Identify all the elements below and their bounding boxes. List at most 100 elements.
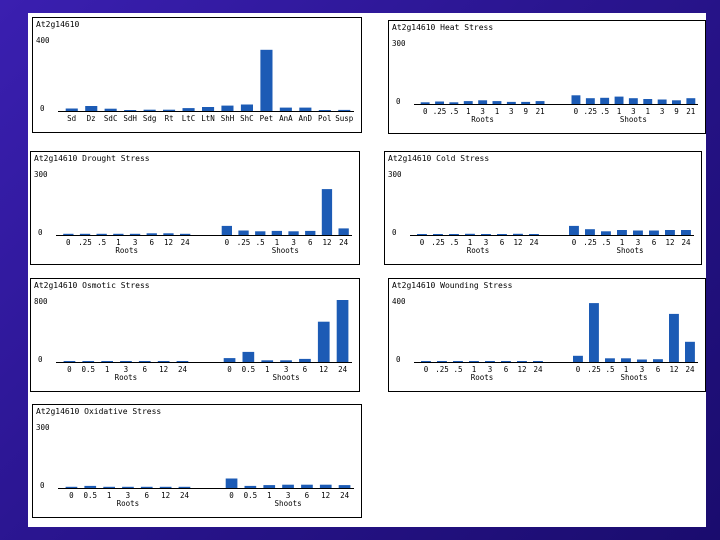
x-tick-label: 3 [291,238,296,247]
bar [449,234,459,235]
bar [280,360,292,362]
x-tick-label: Dz [87,114,96,123]
bar [85,106,98,111]
y-tick-max: 400 [392,297,406,306]
x-tick-label: .25 [435,365,449,374]
group-label: Roots [115,373,138,382]
x-tick-label: 3 [484,238,489,247]
x-tick-label: 24 [338,365,348,374]
bar [633,230,643,235]
x-tick-label: Pet [260,114,274,123]
y-tick-max: 300 [34,170,48,179]
y-tick-zero: 0 [396,97,401,106]
bar [321,189,333,235]
x-tick-label: 6 [145,491,150,500]
bar [665,230,675,235]
bar [202,107,215,111]
x-tick-label: 0 [227,365,232,374]
x-tick-label: 0 [574,107,579,116]
x-tick-label: 0.5 [84,491,98,500]
bar [178,486,191,488]
bar [465,233,475,235]
x-tick-label: 1 [645,107,650,116]
chart-title: At2g14610 Heat Stress [392,23,493,32]
bar [159,486,172,488]
bar [686,98,696,104]
x-tick-label: .5 [453,365,462,374]
bar [617,230,627,235]
bar [573,355,583,362]
bar [221,225,232,235]
bar [469,361,479,362]
bar [463,101,473,104]
chart-frame [30,278,360,392]
x-tick-label: 1 [620,238,625,247]
x-tick-label: 0 [225,238,230,247]
group-label: Shoots [273,373,300,382]
bar [176,361,189,362]
bar [65,486,78,488]
chart-panel-drought: At2g14610 Drought Stress 300 0 0 .25 .5 1 3 6 12 2… [30,151,360,265]
bar [82,361,95,362]
y-tick-zero: 0 [392,228,397,237]
bar [672,100,681,104]
x-tick-label: 24 [681,238,691,247]
bar [485,361,495,362]
bar [481,234,491,235]
x-tick-label: 3 [640,365,645,374]
x-tick-label: 12 [161,491,170,500]
x-tick-label: Sd [67,114,76,123]
x-tick-label: 0.5 [82,365,96,374]
bar [238,230,249,235]
bar [319,484,332,488]
x-tick-label: 6 [656,365,661,374]
x-tick-label: LtC [182,114,196,123]
bar [271,230,282,235]
bar [433,234,443,235]
x-tick-label: 24 [181,238,191,247]
y-tick-zero: 0 [396,355,401,364]
group-label: Roots [471,373,494,382]
bar [120,361,132,362]
x-tick-label: 3 [286,491,291,500]
x-tick-label: .25 [237,238,251,247]
bar [643,99,653,104]
group-label: Roots [471,115,494,124]
x-tick-label: 6 [150,238,155,247]
x-tick-label: Rt [165,114,174,123]
x-tick-label: 6 [308,238,313,247]
chart-svg-osmotic: At2g14610 Osmotic Stress 800 0 0 0.5 1 3 6 12 24 R… [30,278,360,392]
bar [653,359,663,362]
chart-title: At2g14610 Drought Stress [34,154,150,163]
slide-sheet: At2g14610 400 0 Sd Dz SdC SdH Sdg Rt LtC LtN ShH ShC… [28,13,706,527]
x-tick-label: 12 [159,365,168,374]
x-tick-label: 12 [164,238,173,247]
bar [163,109,176,111]
bar [180,233,191,235]
bar [299,107,312,111]
x-tick-label: 3 [631,107,636,116]
chart-frame [32,404,362,518]
y-tick-zero: 0 [40,104,45,113]
chart-svg-cold: At2g14610 Cold Stress 300 0 0 .25 .5 1 3 6 12 24 Ro… [384,151,702,265]
bar [421,361,431,362]
x-tick-label: .5 [600,107,609,116]
bar [101,361,113,362]
x-tick-label: 0 [229,491,234,500]
bar [600,97,610,104]
x-tick-label: 24 [529,238,539,247]
chart-frame [388,20,706,134]
bar [605,358,615,362]
x-tick-label: .5 [449,107,458,116]
x-tick-label: 6 [143,365,148,374]
x-tick-label: 0 [572,238,577,247]
bar [143,109,156,111]
bar [225,478,238,488]
chart-title: At2g14610 Cold Stress [388,154,489,163]
bar [517,361,527,362]
x-tick-label: 3 [509,107,514,116]
x-tick-label: .25 [433,107,447,116]
chart-panel-osmotic: At2g14610 Osmotic Stress 800 0 0 0.5 1 3 6 12 24 R… [30,278,360,392]
x-tick-label: SdH [123,114,137,123]
